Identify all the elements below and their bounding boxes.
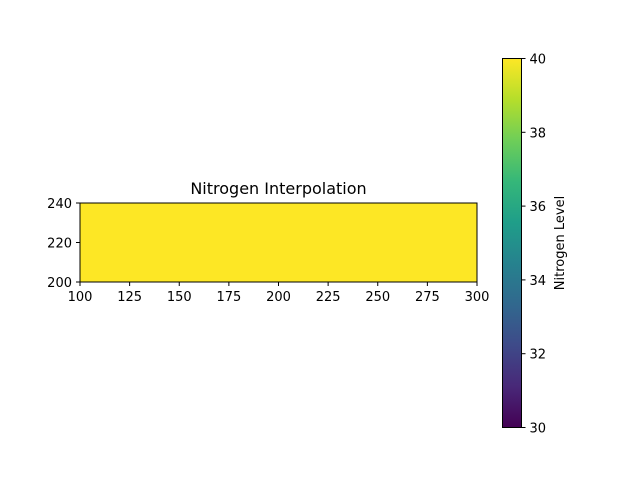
x-tick-label: 250: [365, 290, 390, 305]
colorbar-tick-label: 30: [530, 422, 547, 437]
colorbar-fill: [502, 58, 522, 428]
colorbar-label: Nitrogen Level: [553, 196, 568, 290]
colorbar: 30 32 34 36 38 40 Nitrogen Level: [502, 53, 568, 437]
heatmap-cell: [80, 203, 477, 282]
colorbar-tick-label: 32: [530, 348, 547, 363]
y-tick-label: 240: [47, 197, 72, 212]
x-tick-label: 300: [465, 290, 490, 305]
y-tick-label: 220: [47, 237, 72, 252]
x-tick-label: 150: [167, 290, 192, 305]
colorbar-tick-label: 38: [530, 126, 547, 141]
colorbar-tick-label: 36: [530, 200, 547, 215]
colorbar-ticks: 30 32 34 36 38 40: [521, 53, 547, 437]
y-tick-label: 200: [47, 276, 72, 291]
x-tick-label: 175: [216, 290, 241, 305]
y-axis: 200 220 240: [47, 197, 80, 291]
x-tick-label: 275: [415, 290, 440, 305]
colorbar-tick-label: 34: [530, 274, 547, 289]
x-axis: 100 125 150 175 200 225 250 275 300: [68, 282, 490, 305]
plot-area: [79, 202, 478, 283]
chart-title: Nitrogen Interpolation: [190, 179, 366, 198]
colorbar-tick-label: 40: [530, 53, 547, 68]
x-tick-label: 125: [117, 290, 142, 305]
x-tick-label: 200: [266, 290, 291, 305]
x-tick-label: 225: [316, 290, 341, 305]
x-tick-label: 100: [68, 290, 93, 305]
